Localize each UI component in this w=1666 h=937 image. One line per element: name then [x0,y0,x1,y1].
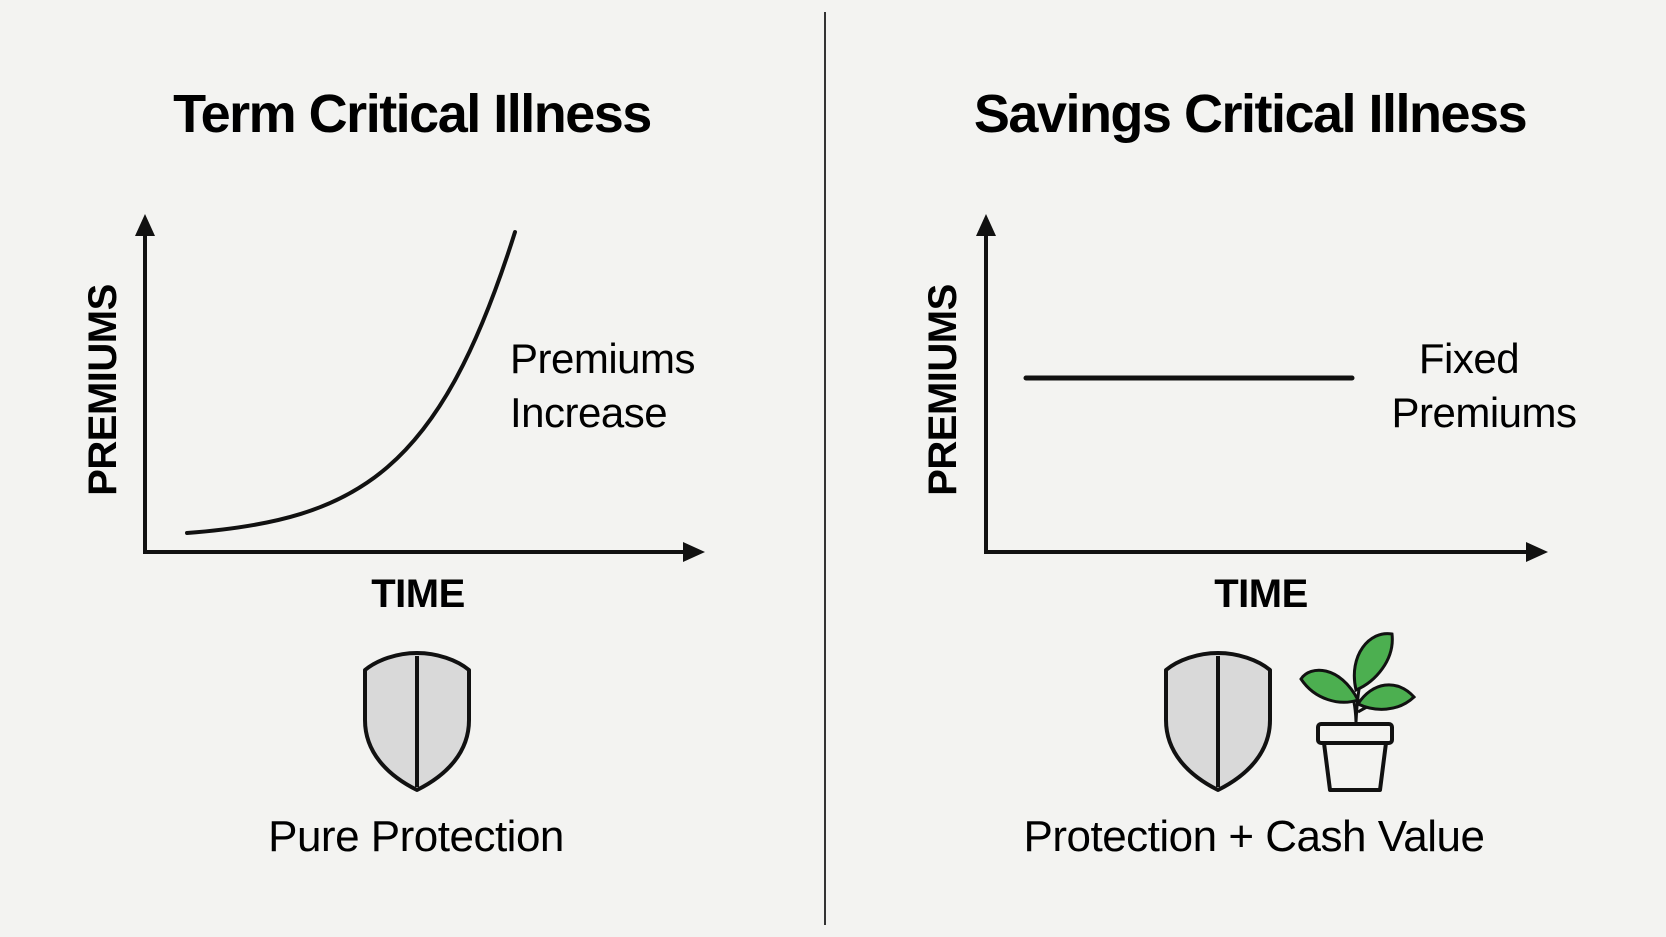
savings-chart: PREMIUMS TIME Fixed Premiums [921,214,1577,616]
term-annotation-line2: Increase [510,389,667,436]
savings-x-axis-label: TIME [1214,572,1308,616]
savings-annotation: Fixed [1419,335,1519,382]
term-premium-curve [185,230,517,535]
savings-annotation-2: Premiums [1391,389,1576,436]
savings-x-axis-arrow [1526,542,1548,562]
savings-y-axis-label: PREMIUMS [921,284,965,496]
term-x-axis-label: TIME [371,572,465,616]
savings-annotation-line2: Premiums [1391,389,1576,436]
savings-annotation-line1: Fixed [1419,335,1519,382]
term-x-axis-arrow [683,542,705,562]
potted-plant-icon [1299,632,1417,792]
shield-icon [1164,651,1272,792]
term-caption: Pure Protection [268,812,564,861]
savings-y-axis-arrow [976,214,996,236]
term-y-axis-label: PREMIUMS [81,284,125,496]
term-panel: Term Critical Illness PREMIUMS TIME Prem… [81,84,705,861]
savings-panel-title: Savings Critical Illness [974,84,1526,144]
shield-icon [363,651,471,792]
term-annotation: Premiums [510,335,695,382]
term-y-axis-arrow [135,214,155,236]
savings-panel: Savings Critical Illness PREMIUMS TIME F… [921,84,1577,861]
term-panel-title: Term Critical Illness [173,84,651,144]
savings-caption: Protection + Cash Value [1024,812,1485,861]
term-annotation-line1: Premiums [510,335,695,382]
term-annotation-2: Increase [510,389,667,436]
term-chart: PREMIUMS TIME Premiums Increase [81,214,705,616]
